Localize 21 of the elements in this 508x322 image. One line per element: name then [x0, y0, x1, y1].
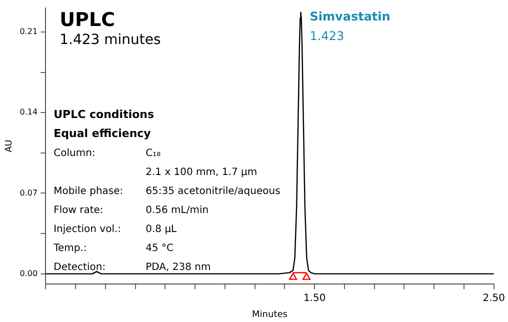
- annotation: 2.1 x 100 mm, 1.7 µm: [146, 166, 258, 178]
- chart-title: UPLC: [60, 8, 116, 31]
- x-axis-title: Minutes: [252, 310, 288, 320]
- annotation: UPLC conditions: [54, 108, 154, 121]
- text: 1.423 minutes: [60, 32, 161, 48]
- text: Temp.: 45 °C: [54, 242, 174, 254]
- y-tick-label: 0.07: [20, 188, 38, 198]
- x-tick-label: 2.50: [482, 292, 505, 304]
- text: Injection vol.: 0.8 µL: [54, 224, 177, 235]
- x-tick-label: 1.50: [303, 292, 326, 304]
- y-axis-title: AU: [4, 140, 15, 152]
- text: Mobile phase: 65:35 acetonitrile/aqueous: [54, 186, 280, 197]
- annotation: Equal efficiency: [54, 126, 151, 140]
- text: Detection: PDA, 238 nm: [54, 262, 211, 273]
- y-tick-label: 0.14: [20, 108, 38, 117]
- annotation: 1.423: [310, 28, 344, 43]
- y-tick-label: 0.00: [20, 268, 38, 278]
- text: Column: C₁₈: [54, 148, 161, 159]
- annotation: Simvastatin: [310, 9, 390, 24]
- y-tick-label: 0.21: [20, 27, 38, 36]
- text: Flow rate: 0.56 mL/min: [54, 204, 209, 216]
